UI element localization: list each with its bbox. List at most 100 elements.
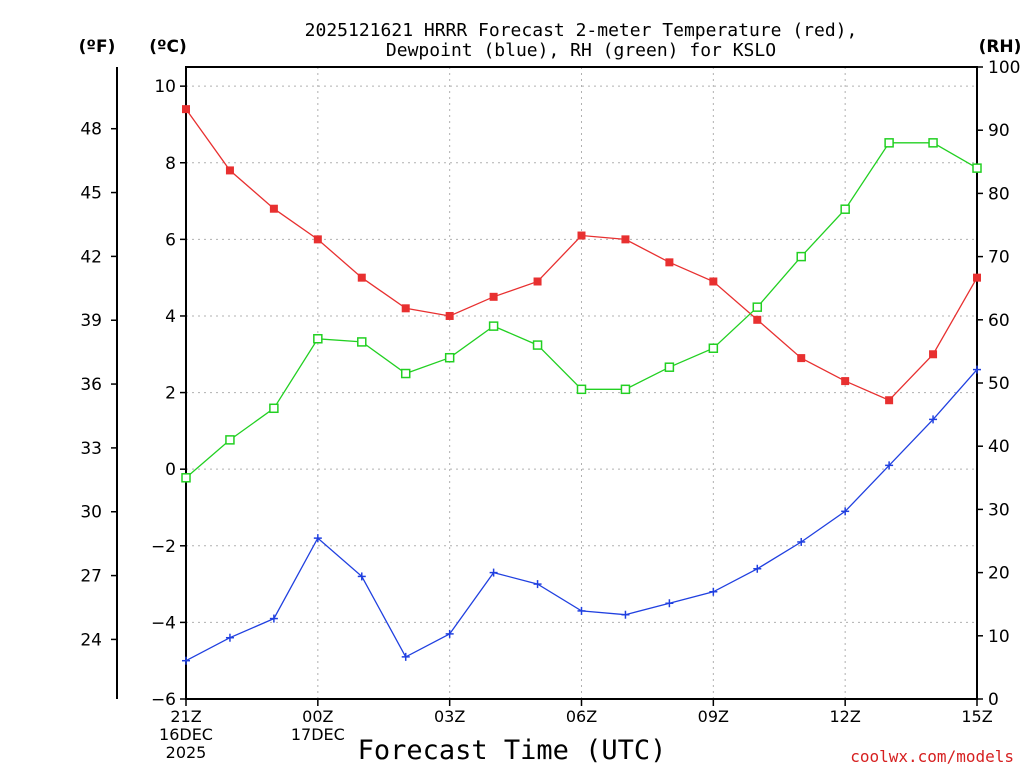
temperature-point: [797, 354, 806, 363]
rh-point: [444, 352, 455, 363]
fahrenheit-tick-label: 33: [80, 439, 102, 459]
temperature-point: [357, 273, 366, 282]
temperature-point: [621, 235, 630, 244]
temperature-point: [313, 235, 322, 244]
dewpoint-point: [665, 599, 674, 608]
celsius-tick-label: −6: [151, 690, 176, 710]
x-tick-label: 06Z: [566, 707, 597, 726]
fahrenheit-tick-label: 45: [80, 184, 102, 204]
dewpoint-point: [929, 415, 938, 424]
temperature-point: [182, 105, 190, 114]
temperature-point: [929, 350, 938, 359]
axes: −6−4−20246810242730333639424548010203040…: [80, 58, 1020, 762]
plot-frame: [185, 66, 978, 700]
rh-tick-label: 30: [988, 500, 1010, 520]
celsius-tick-label: 10: [154, 77, 176, 97]
temperature-point: [885, 396, 894, 405]
rh-tick-label: 50: [988, 374, 1010, 394]
celsius-tick-label: 6: [165, 230, 176, 250]
rh-point: [752, 302, 763, 312]
grid-lines: [186, 67, 977, 699]
dewpoint-point: [533, 580, 542, 589]
rh-point: [532, 340, 543, 350]
rh-point: [488, 321, 499, 331]
temperature-point: [489, 292, 498, 301]
dewpoint-point: [182, 656, 190, 665]
rh-point: [181, 473, 191, 483]
x-tick-label: 21Z: [170, 707, 201, 726]
temperature-point: [269, 204, 278, 213]
dewpoint-point: [357, 572, 366, 581]
temperature-point: [577, 231, 586, 240]
fahrenheit-tick-label: 42: [80, 247, 102, 267]
rh-point: [225, 435, 235, 445]
x-tick-label: 03Z: [434, 707, 465, 726]
rh-point: [884, 138, 894, 148]
temperature-point: [445, 311, 454, 320]
dewpoint-point: [401, 652, 410, 661]
temperature-point: [841, 377, 850, 386]
x-tick-label: 16DEC: [159, 725, 213, 744]
celsius-tick-label: 2: [165, 384, 176, 404]
rh-tick-label: 100: [988, 58, 1020, 78]
series-line-1: [185, 369, 978, 662]
rh-point: [928, 138, 938, 148]
rh-point: [357, 337, 367, 347]
temperature-point: [533, 277, 542, 286]
chart-title-line-2: Dewpoint (blue), RH (green) for KSLO: [386, 40, 776, 61]
rh-point: [972, 163, 982, 173]
dewpoint-point: [313, 534, 322, 543]
rh-tick-label: 40: [988, 437, 1010, 457]
rh-point: [576, 384, 587, 395]
temperature-point: [225, 166, 234, 175]
celsius-unit-label: (ºC): [149, 37, 187, 57]
x-axis-title: Forecast Time (UTC): [358, 735, 667, 766]
rh-point: [796, 251, 806, 262]
fahrenheit-tick-label: 30: [80, 503, 102, 523]
dewpoint-point: [269, 614, 278, 623]
rh-tick-label: 0: [988, 690, 999, 710]
dewpoint-point: [489, 568, 498, 577]
chart-title-line-1: 2025121621 HRRR Forecast 2-meter Tempera…: [305, 20, 858, 41]
dewpoint-point: [797, 537, 806, 546]
fahrenheit-tick-label: 39: [80, 311, 102, 331]
celsius-tick-label: 8: [165, 154, 176, 174]
data-series: [181, 105, 982, 665]
dewpoint-point: [621, 610, 630, 619]
rh-point: [708, 343, 719, 353]
x-tick-label: 12Z: [830, 707, 861, 726]
rh-point: [840, 204, 850, 214]
temperature-point: [665, 258, 674, 267]
x-tick-label: 15Z: [961, 707, 992, 726]
x-tick-label: 09Z: [698, 707, 729, 726]
rh-point: [664, 362, 675, 372]
fahrenheit-tick-label: 48: [80, 120, 102, 140]
temperature-point: [401, 304, 410, 313]
temperature-point: [753, 315, 762, 324]
temperature-point: [973, 273, 981, 282]
fahrenheit-tick-label: 24: [80, 630, 102, 650]
rh-point: [269, 403, 279, 414]
fahrenheit-tick-label: 27: [80, 567, 102, 587]
x-tick-label: 17DEC: [291, 725, 345, 744]
dewpoint-point: [577, 606, 586, 615]
rh-tick-label: 20: [988, 564, 1010, 584]
dewpoint-point: [885, 461, 894, 470]
rh-unit-label: (RH): [979, 37, 1022, 57]
dewpoint-point: [841, 507, 850, 516]
celsius-tick-label: 0: [165, 460, 176, 480]
rh-tick-label: 80: [988, 184, 1010, 204]
fahrenheit-unit-label: (ºF): [79, 37, 116, 57]
celsius-tick-label: −2: [151, 537, 176, 557]
dewpoint-point: [973, 365, 981, 374]
rh-tick-label: 60: [988, 311, 1010, 331]
celsius-tick-label: −4: [151, 613, 176, 633]
fahrenheit-tick-label: 36: [80, 375, 102, 395]
dewpoint-point: [709, 587, 718, 596]
credit-text: coolwx.com/models: [850, 747, 1014, 766]
dewpoint-point: [445, 629, 454, 638]
x-tick-label: 00Z: [302, 707, 333, 726]
x-tick-label: 2025: [166, 743, 207, 762]
rh-point: [313, 334, 323, 344]
